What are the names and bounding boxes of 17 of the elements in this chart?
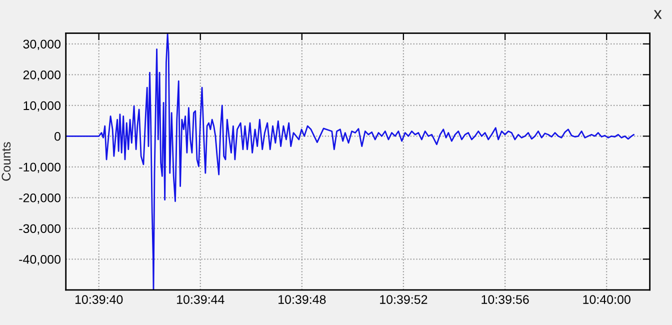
x-tick-label: 10:39:44 bbox=[177, 295, 224, 304]
y-tick-label: -10,000 bbox=[19, 162, 61, 174]
x-tick-label: 10:39:52 bbox=[380, 295, 428, 304]
y-tick-label: 0 bbox=[54, 132, 61, 141]
x-tick-label: 10:40:00 bbox=[583, 295, 630, 304]
y-axis-title: Counts bbox=[2, 142, 11, 181]
y-tick-label: -30,000 bbox=[19, 224, 61, 235]
x-tick-label: 10:39:48 bbox=[278, 295, 326, 304]
x-tick-label: 10:39:56 bbox=[482, 295, 529, 304]
y-tick-label: 10,000 bbox=[24, 101, 61, 112]
y-tick-label: 30,000 bbox=[23, 40, 61, 50]
y-tick-label: -40,000 bbox=[19, 254, 61, 266]
line-series bbox=[66, 33, 635, 290]
y-tick-label: 20,000 bbox=[23, 70, 61, 81]
x-tick-label: 10:39:40 bbox=[75, 295, 123, 304]
text: x bbox=[654, 10, 662, 19]
y-tick-label: -20,000 bbox=[19, 193, 61, 204]
